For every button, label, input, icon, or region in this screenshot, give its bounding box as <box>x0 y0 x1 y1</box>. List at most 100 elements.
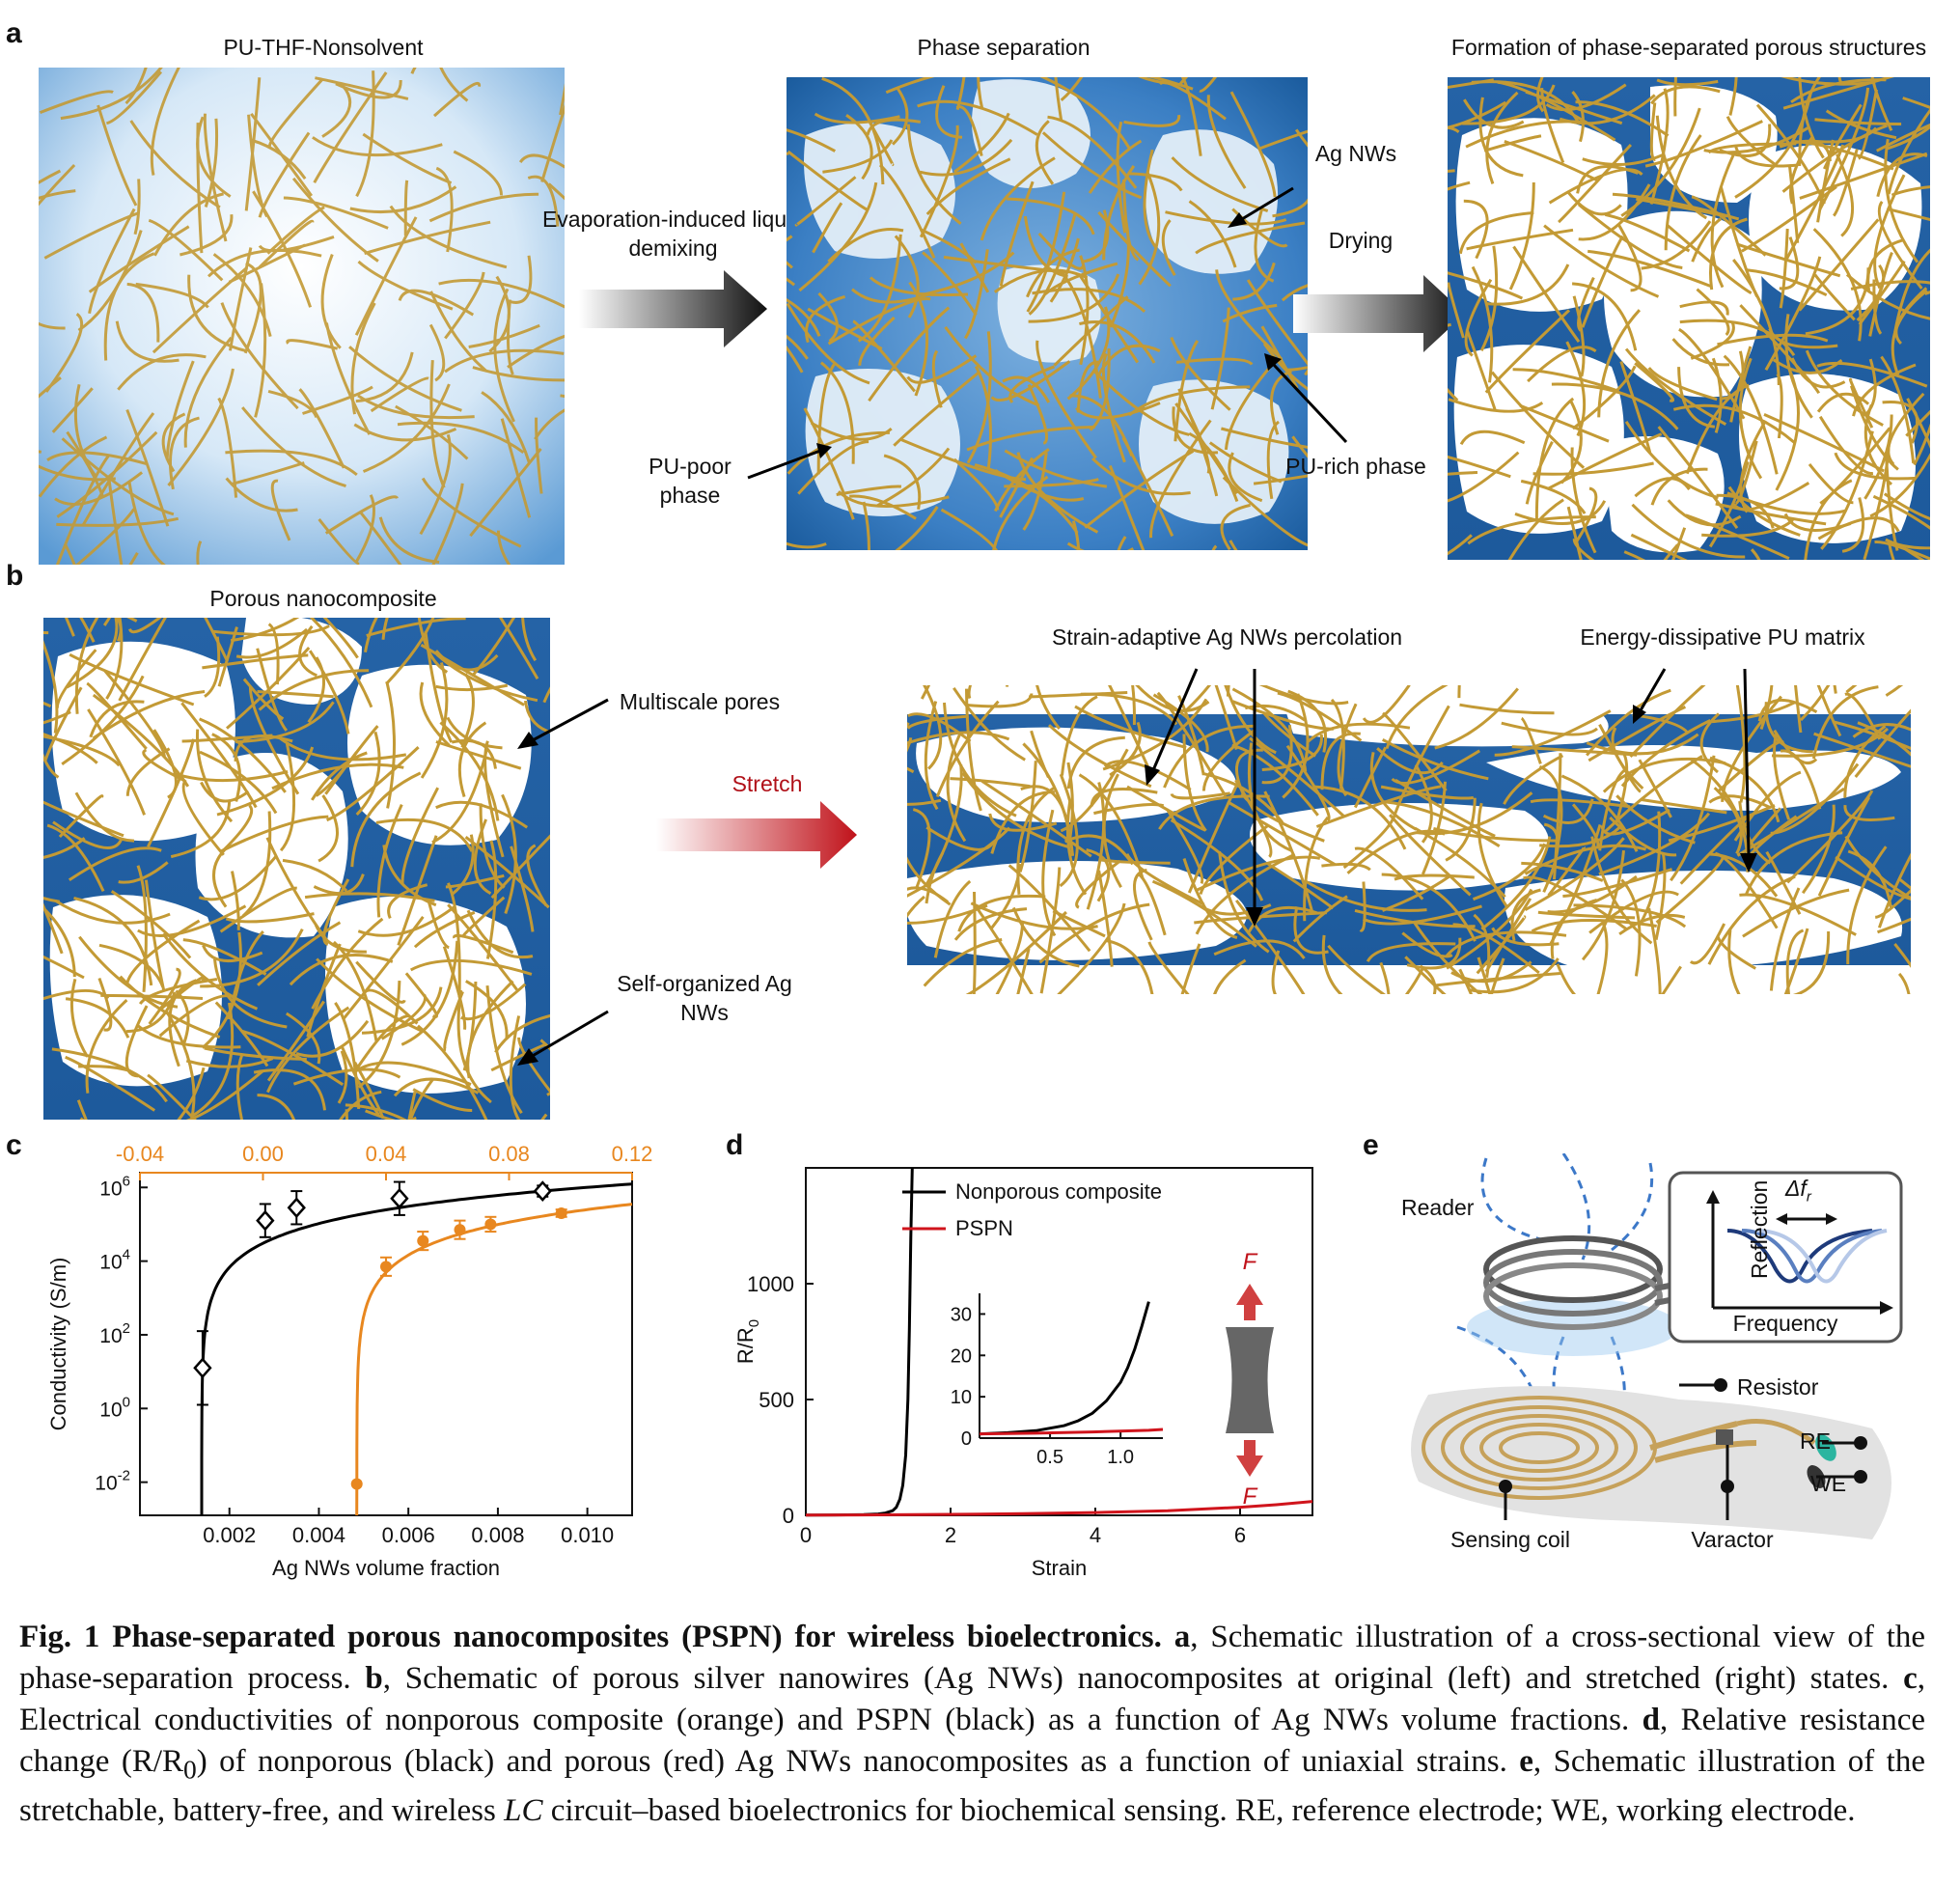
fit-curve <box>200 1182 633 1515</box>
multiscale-pores-label: Multiscale pores <box>619 689 781 714</box>
strain-adaptive-pointers <box>1145 668 1263 927</box>
x-tick-label: 0.010 <box>561 1523 614 1547</box>
frequency-label: Frequency <box>1732 1311 1838 1336</box>
caption-b-letter: b <box>365 1661 383 1696</box>
sensing-coil-icon <box>1422 1396 1657 1500</box>
inset-y-tick-label: 0 <box>961 1428 972 1450</box>
sensing-coil-label: Sensing coil <box>1449 1527 1571 1552</box>
force-label-bottom: F <box>1243 1483 1258 1510</box>
force-arrow-up-icon <box>1236 1284 1263 1320</box>
caption-b-text: , Schematic of porous silver nanowires (… <box>382 1661 1904 1696</box>
nanowire-mesh <box>907 685 1911 994</box>
reader-label: Reader <box>1401 1195 1475 1220</box>
inset-y-tick-label: 30 <box>951 1304 972 1325</box>
re-label: RE <box>1800 1428 1831 1454</box>
multiscale-pores-pointer <box>517 698 609 749</box>
data-point <box>484 1218 497 1231</box>
demixing-label: Evaporation-induced liquid demixing <box>541 207 805 261</box>
series-line <box>805 1500 1313 1517</box>
panel-c-letter: c <box>6 1129 22 1161</box>
data-point <box>287 1197 306 1219</box>
plot-frame <box>139 1172 633 1516</box>
caption-a-text: , Schematic illustration of a cross-sect… <box>19 1620 1926 1696</box>
data-point <box>380 1261 392 1273</box>
y-tick-label: 106 <box>99 1173 130 1200</box>
series-line <box>805 1167 914 1517</box>
caption-d-letter: d <box>1642 1703 1660 1737</box>
phase-separation-schematic <box>787 77 1308 550</box>
sensing-patch <box>1411 1386 1891 1539</box>
y-tick-label: 500 <box>759 1388 794 1412</box>
conductivity-chart: 0.002 0.004 0.006 0.008 0.010 -0.04 0.00 0.04 0.… <box>46 1142 653 1580</box>
legend-label: PSPN <box>955 1216 1013 1240</box>
stretched-nanocomposite-schematic <box>907 685 1911 994</box>
porous-nanocomposite-title: Porous nanocomposite <box>209 586 437 611</box>
x-axis-title: Strain <box>1032 1556 1087 1580</box>
y-tick-label: 104 <box>99 1247 130 1274</box>
pu-rich-pointer <box>1264 353 1348 444</box>
caption-e-text2: circuit–based bioelectronics for biochem… <box>542 1792 1856 1828</box>
y-tick-label: 0 <box>783 1504 794 1528</box>
y-axis-title: R/R0 <box>733 1319 762 1364</box>
pu-rich-label: PU-rich phase <box>1285 454 1426 479</box>
data-point <box>256 1209 275 1232</box>
varactor-icon <box>1716 1429 1733 1445</box>
inset-series-line <box>979 1301 1150 1436</box>
x-tick-label: 0.004 <box>292 1523 345 1547</box>
strain-adaptive-label: Strain-adaptive Ag NWs percolation <box>1052 624 1403 650</box>
ag-nws-pointer <box>1228 186 1294 228</box>
y-tick-label: 1000 <box>747 1272 794 1296</box>
caption-e-lc: LC <box>504 1792 543 1828</box>
top-tick-label: 0.00 <box>242 1142 284 1166</box>
inset-y-tick-label: 10 <box>951 1387 972 1408</box>
x-tick-label: 6 <box>1234 1523 1246 1547</box>
porous-structure-schematic <box>1448 77 1930 560</box>
top-tick-label: 0.08 <box>488 1142 530 1166</box>
reflection-plot <box>1668 1171 1903 1344</box>
inset-series-line <box>979 1428 1164 1436</box>
plot-frame <box>805 1167 1313 1516</box>
data-point <box>454 1224 466 1236</box>
figure-caption: Fig. 1 Phase-separated porous nanocompos… <box>19 1617 1925 1832</box>
data-point <box>390 1187 409 1209</box>
self-organized-label: Self-organized Ag NWs <box>617 971 792 1025</box>
wireless-circuit-schematic <box>1411 1153 1903 1539</box>
caption-c-letter: c <box>1903 1661 1918 1696</box>
porous-nanocomposite-schematic <box>43 618 550 1120</box>
data-point <box>533 1180 552 1202</box>
caption-title: Fig. 1 Phase-separated porous nanocompos… <box>19 1620 1162 1654</box>
x-tick-label: 0.008 <box>471 1523 524 1547</box>
energy-dissipative-pointers <box>1633 668 1757 873</box>
ag-nws-label: Ag NWs <box>1314 141 1397 166</box>
solution-schematic <box>39 68 565 565</box>
nanowire-mesh <box>43 618 550 1120</box>
inset-x-tick-label: 0.5 <box>1036 1447 1063 1468</box>
y-tick-label: 10-2 <box>95 1468 130 1495</box>
inset-y-tick-label: 20 <box>951 1345 972 1367</box>
x-tick-label: 0 <box>800 1523 812 1547</box>
force-label-top: F <box>1243 1249 1258 1275</box>
caption-e-letter: e <box>1519 1744 1533 1779</box>
drying-arrow <box>1293 275 1465 352</box>
caption-e-text1: , Schematic illustration of the stretcha… <box>19 1744 1926 1828</box>
fit-curve <box>355 1203 633 1516</box>
delta-fr-label: Δfr <box>1785 1176 1811 1206</box>
panel-d-letter: d <box>726 1129 744 1161</box>
re-electrode-icon <box>1815 1434 1836 1461</box>
pu-poor-label: PU-poor phase <box>649 454 732 508</box>
x-tick-label: 0.006 <box>382 1523 435 1547</box>
y-axis-title: Conductivity (S/m) <box>46 1258 70 1431</box>
panel-b-letter: b <box>6 560 24 592</box>
panel-a-letter: a <box>6 17 22 49</box>
caption-d-text2: ) of nonporous (black) and porous (red) … <box>196 1744 1520 1779</box>
data-point <box>350 1478 363 1490</box>
legend-label: Nonporous composite <box>955 1179 1162 1204</box>
we-label: WE <box>1810 1471 1847 1496</box>
caption-d-text1: , Relative resistance change (R/R <box>19 1703 1925 1779</box>
panel-e-letter: e <box>1363 1129 1379 1161</box>
top-tick-label: 0.12 <box>612 1142 653 1166</box>
nanowire-mesh <box>39 68 565 565</box>
caption-d-sub: 0 <box>183 1754 197 1785</box>
nanowire-mesh <box>1448 77 1930 560</box>
x-tick-label: 4 <box>1090 1523 1101 1547</box>
